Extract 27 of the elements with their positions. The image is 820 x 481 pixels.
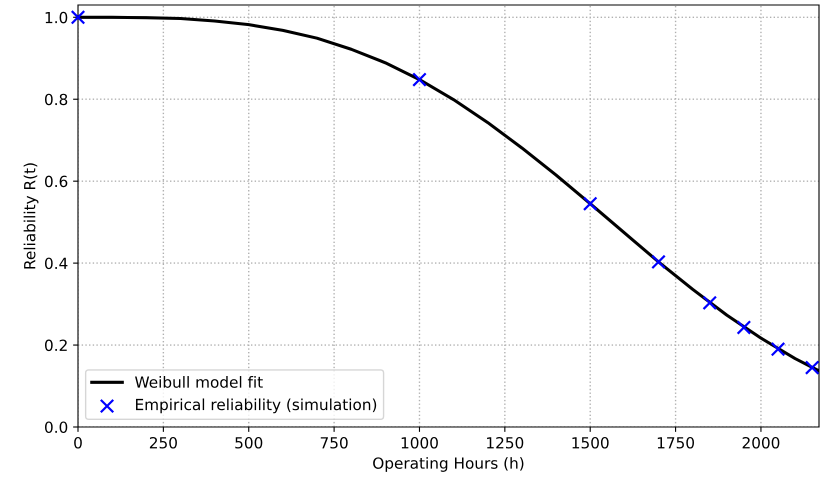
point: [702, 296, 718, 310]
point: [770, 342, 786, 356]
point: [651, 254, 666, 270]
point: [412, 72, 427, 87]
point: [804, 360, 820, 375]
y-tick-label: 0.8: [44, 94, 68, 106]
x-tick-label: 1250: [487, 436, 524, 449]
x-tick-label: 2000: [742, 436, 780, 449]
y-tick-label: 0.6: [44, 176, 68, 188]
y-tick-label: 0.0: [44, 421, 68, 434]
point: [582, 196, 598, 212]
x-tick-label: 250: [150, 436, 177, 449]
y-axis-title: Reliability R(t): [24, 163, 38, 269]
y-tick-label: 0.4: [44, 258, 68, 270]
legend-label: Weibull model fit: [135, 376, 263, 388]
x-tick-label: 750: [320, 436, 348, 449]
point: [70, 10, 86, 25]
point: [736, 320, 752, 335]
x-tick-label: 0: [74, 436, 82, 449]
x-tick-label: 1000: [402, 436, 438, 449]
y-tick-label: 1.0: [46, 12, 68, 24]
x-tick-label: 1750: [658, 436, 694, 449]
legend-label: Empirical reliability (simulation): [136, 398, 376, 414]
y-tick-label: 0.2: [44, 340, 67, 352]
x-axis-title: Operating Hours (h): [373, 457, 524, 472]
x-tick-label: 1500: [572, 436, 609, 449]
x-tick-label: 500: [235, 436, 262, 449]
